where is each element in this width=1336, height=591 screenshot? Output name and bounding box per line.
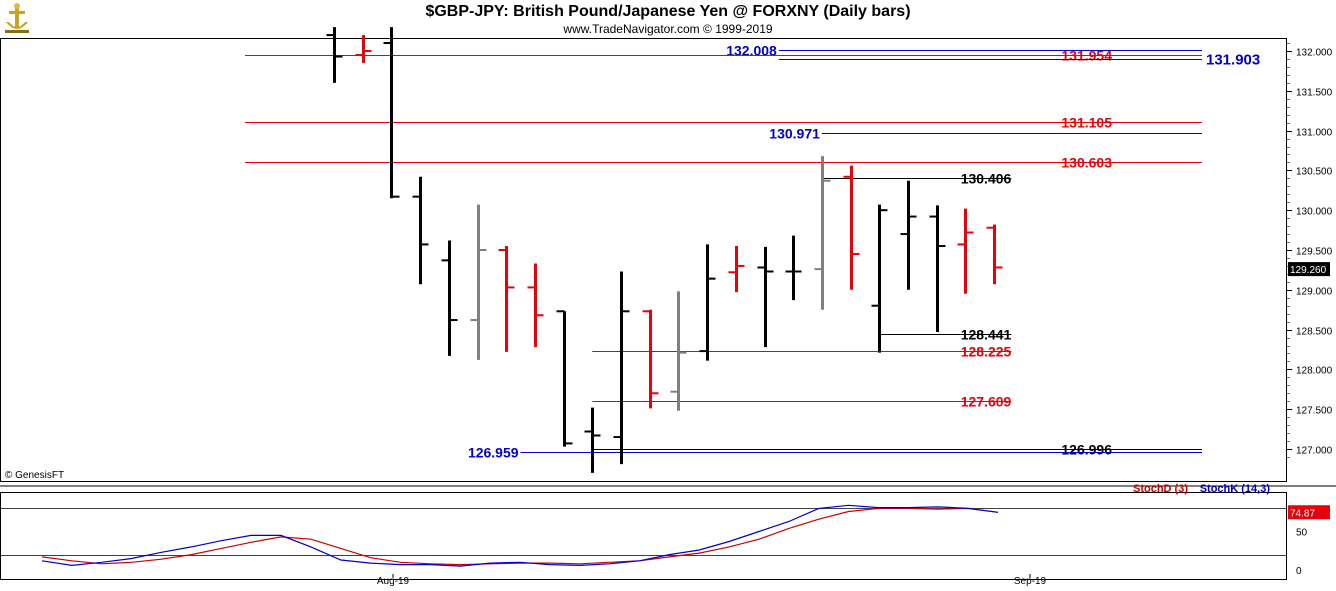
ohlc-bar — [728, 246, 745, 293]
price-panel-border — [0, 38, 1287, 482]
copyright-label: © GenesisFT — [5, 470, 64, 481]
stoch-last-label: 74.87 — [1290, 508, 1315, 519]
level-label-127.609: 127.609 — [961, 394, 1012, 410]
ohlc-bar — [843, 165, 860, 290]
stoch-line-k — [41, 504, 999, 567]
stoch-panel-border — [0, 492, 1287, 580]
stoch-last-box — [1288, 505, 1330, 520]
x-tick-label: Sep-19 — [1014, 576, 1047, 587]
legend-stochd: StochD (3) — [1133, 483, 1188, 495]
y-tick-label: 130.500 — [1296, 167, 1333, 178]
level-label-126.959: 126.959 — [468, 445, 519, 461]
y-tick-label: 132.000 — [1296, 48, 1333, 59]
level-label-128.225: 128.225 — [961, 344, 1012, 360]
last-price-label: 129.260 — [1290, 265, 1327, 276]
level-label-130.971: 130.971 — [769, 126, 820, 142]
ohlc-bar — [441, 240, 458, 356]
stochastic-panel: 50 0 StochD (3) StochK (14,3) 74.87 Aug-19 Sep… — [0, 483, 1330, 587]
trade-navigator-logo — [2, 2, 32, 36]
ohlc-bar — [900, 180, 917, 290]
ohlc-bar — [785, 235, 802, 301]
ohlc-bar — [383, 27, 400, 199]
ohlc-bar — [670, 291, 687, 411]
stoch-tick-label: 50 — [1296, 528, 1308, 539]
chart-subtitle: www.TradeNavigator.com © 1999-2019 — [563, 22, 773, 36]
ohlc-bar — [929, 205, 946, 332]
stoch-tick-label: 0 — [1296, 566, 1302, 577]
y-tick-label: 131.000 — [1296, 128, 1333, 139]
ohlc-bar — [326, 27, 343, 83]
level-label-130.603: 130.603 — [1061, 155, 1112, 171]
level-label-130.406: 130.406 — [961, 171, 1012, 187]
y-tick-label: 129.500 — [1296, 247, 1333, 258]
level-lines: 132.008 131.954 131.903 131.105 130.971 130.6… — [245, 43, 1260, 461]
ohlc-bar — [814, 156, 831, 310]
ohlc-bar — [757, 246, 774, 348]
ohlc-bar — [699, 244, 716, 361]
x-tick-label: Aug-19 — [377, 576, 410, 587]
ohlc-bar — [470, 204, 487, 360]
ohlc-bar — [498, 246, 515, 352]
chart-title: $GBP-JPY: British Pound/Japanese Yen @ F… — [425, 3, 911, 20]
ohlc-bar — [613, 271, 630, 465]
ohlc-bar — [642, 309, 659, 409]
level-label-128.441: 128.441 — [961, 327, 1012, 343]
level-label-131.903: 131.903 — [1206, 52, 1260, 69]
last-price-box — [1288, 262, 1330, 277]
ohlc-bar — [355, 35, 372, 63]
ohlc-bar — [584, 407, 601, 473]
y-tick-label: 128.500 — [1296, 327, 1333, 338]
y-tick-label: 130.000 — [1296, 207, 1333, 218]
ohlc-bar — [871, 204, 888, 353]
ohlc-bar — [527, 263, 544, 348]
level-label-126.996: 126.996 — [1061, 442, 1112, 458]
y-tick-label: 127.500 — [1296, 406, 1333, 417]
y-tick-label: 127.000 — [1296, 446, 1333, 457]
y-tick-label: 129.000 — [1296, 287, 1333, 298]
level-label-131.954: 131.954 — [1061, 48, 1112, 64]
chart-header: $GBP-JPY: British Pound/Japanese Yen @ F… — [0, 0, 1336, 38]
legend-stochk: StochK (14,3) — [1200, 483, 1271, 495]
chart-frame: © GenesisFT — [0, 38, 1336, 580]
level-label-132.008: 132.008 — [726, 43, 777, 59]
stoch-line-d — [41, 507, 999, 566]
ohlc-bar — [986, 224, 1003, 285]
ohlc-bar — [556, 310, 573, 447]
level-label-131.105: 131.105 — [1061, 115, 1112, 131]
ohlc-bars — [326, 27, 1003, 473]
y-tick-label: 131.500 — [1296, 88, 1333, 99]
ohlc-bar — [957, 208, 974, 294]
y-tick-label: 128.000 — [1296, 366, 1333, 377]
ohlc-bar — [412, 176, 429, 285]
price-axis: 132.000 131.500 131.000 130.500 130.000 129.5… — [1287, 43, 1333, 458]
